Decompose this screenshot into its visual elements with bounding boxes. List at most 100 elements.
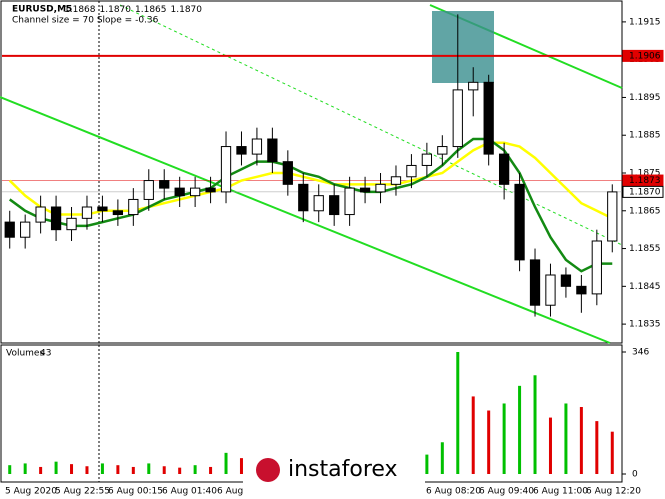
volume-bar <box>595 421 599 474</box>
volume-bar <box>39 466 43 474</box>
x-tick-label: 5 Aug 22:55 <box>55 487 110 497</box>
candle-body <box>298 183 309 212</box>
candle-body <box>236 146 247 155</box>
x-tick-label: 6 Aug 08:20 <box>426 487 481 497</box>
volume-bar <box>100 463 104 474</box>
volume-bar <box>456 352 460 474</box>
ohlc-value: 1.1868 <box>64 5 96 15</box>
price-label: 1.1873 <box>629 176 661 186</box>
volume-last: 43 <box>40 349 51 359</box>
candle-body <box>143 180 154 200</box>
y-tick-label: 1.1835 <box>629 320 661 330</box>
volume-bar <box>471 396 475 474</box>
volume-bar <box>224 452 228 474</box>
x-tick-label: 6 Aug 09:40 <box>479 487 534 497</box>
candle-body <box>375 183 386 193</box>
candle-body <box>545 274 556 306</box>
volume-bar <box>425 454 429 474</box>
candle-body <box>205 187 216 193</box>
candle-body <box>560 274 572 287</box>
candle-body <box>35 206 46 223</box>
ohlc-value: 1.1870 <box>100 5 132 15</box>
x-tick-label: 6 Aug 00:15 <box>108 487 163 497</box>
candle-body <box>267 138 278 163</box>
price-frame <box>0 0 623 344</box>
price-label-box <box>622 185 664 198</box>
volume-bar <box>116 465 120 474</box>
price-label: 1.1870 <box>629 187 661 197</box>
candle-body <box>282 161 293 185</box>
candle-body <box>97 206 108 212</box>
volume-bar <box>239 458 243 474</box>
y-tick-label: 1.1875 <box>629 169 661 179</box>
candle-body <box>359 187 371 193</box>
volume-bar <box>610 431 614 474</box>
candle-body <box>483 81 494 155</box>
volume-bar <box>518 385 522 474</box>
candle-body <box>452 89 463 148</box>
volume-bar <box>85 466 89 474</box>
candle-body <box>344 187 355 216</box>
candle-body <box>529 259 541 306</box>
candle-body <box>66 217 77 231</box>
price-label: 1.1906 <box>629 51 661 61</box>
candle-body <box>112 210 124 216</box>
y-tick-label: 1.1855 <box>629 244 661 254</box>
candle-body <box>498 153 510 185</box>
x-tick-label: 6 Aug 11:00 <box>533 487 588 497</box>
volume-bar <box>131 466 135 474</box>
volume-title: Volumes <box>6 349 44 359</box>
candle-body <box>220 146 232 193</box>
ohlc-header: 1.1868 1.1870 1.1865 1.1870 <box>64 5 202 15</box>
ohlc-value: 1.1865 <box>135 5 167 15</box>
volume-bar <box>193 465 197 474</box>
y-tick-label: 346 <box>632 348 649 358</box>
y-tick-label: 1.1845 <box>629 282 661 292</box>
candle-body <box>128 198 139 216</box>
volume-bar <box>23 463 27 474</box>
moving-average <box>8 141 613 220</box>
candle-body <box>189 187 201 197</box>
volume-bar <box>564 403 568 474</box>
x-tick-label: 6 Aug 0 <box>217 487 252 497</box>
price-label-box <box>622 49 664 62</box>
y-tick-label: 1.1915 <box>629 17 661 27</box>
ohlc-value: 1.1870 <box>171 5 203 15</box>
x-tick-label: 6 Aug 01:40 <box>162 487 217 497</box>
moving-average <box>8 137 613 273</box>
candle-body <box>81 206 93 219</box>
candle-body <box>159 180 170 189</box>
candle-body <box>390 176 402 185</box>
volume-bar <box>8 465 12 474</box>
candle-body <box>591 240 602 295</box>
candle-body <box>251 138 263 155</box>
indicator-info: Channel size = 70 Slope = -0.36 <box>12 16 159 26</box>
volume-bar <box>147 463 151 474</box>
volume-bar <box>209 466 213 474</box>
candle-body <box>468 81 479 91</box>
candle-body <box>514 183 525 261</box>
watermark-logo <box>256 458 280 482</box>
watermark-text: instaforex <box>288 457 398 482</box>
channel-midline <box>119 4 623 246</box>
y-tick-label: 1.1895 <box>629 93 661 103</box>
x-tick-label: 6 Aug 12:20 <box>586 487 641 497</box>
volume-bar <box>178 467 182 474</box>
candle-body <box>421 153 433 166</box>
channel-line <box>0 96 611 344</box>
candle-body <box>406 164 417 178</box>
candle-body <box>174 187 185 197</box>
volume-bar <box>533 375 537 474</box>
x-tick-label: 5 Aug 2020 <box>5 487 57 497</box>
candle-body <box>329 195 340 216</box>
y-tick-label: 1.1885 <box>629 131 661 141</box>
volume-bar <box>162 466 166 474</box>
symbol-title: EURUSD,M5 <box>12 5 72 15</box>
volume-bar <box>440 442 444 474</box>
volume-bar <box>502 403 506 474</box>
volume-bar <box>548 417 552 474</box>
candle-body <box>437 146 448 155</box>
candle-body <box>4 221 15 238</box>
